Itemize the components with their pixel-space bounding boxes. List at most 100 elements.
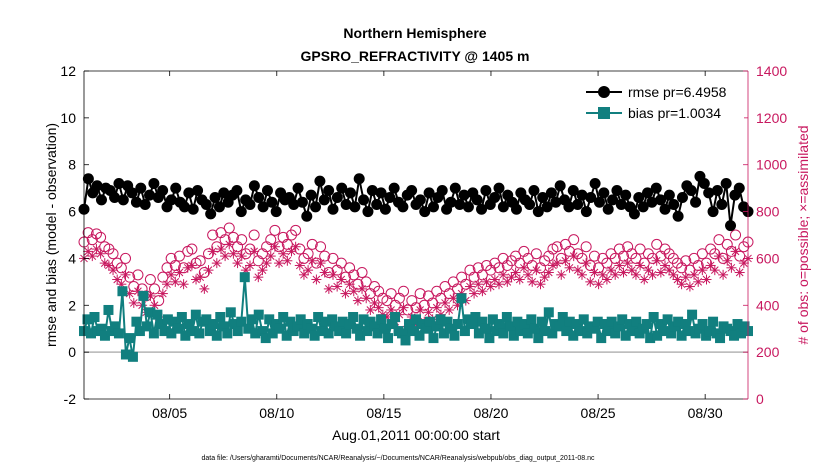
bias-marker bbox=[438, 328, 449, 339]
bias-marker bbox=[103, 304, 114, 315]
bias-marker bbox=[697, 319, 708, 330]
bias-marker bbox=[487, 314, 498, 325]
bias-marker bbox=[187, 326, 198, 337]
bias-marker bbox=[533, 333, 544, 344]
rmse-marker bbox=[157, 184, 169, 196]
rmse-marker bbox=[117, 194, 129, 206]
rmse-marker bbox=[720, 177, 732, 189]
rmse-marker bbox=[244, 199, 256, 211]
rmse-marker bbox=[725, 220, 737, 232]
possible-obs-marker bbox=[584, 259, 596, 271]
rmse-marker bbox=[711, 184, 723, 196]
bias-marker bbox=[358, 314, 369, 325]
rmse-marker bbox=[602, 203, 614, 215]
rmse-marker bbox=[685, 184, 697, 196]
y2-axis-label: # of obs: o=possible; ×=assimilated bbox=[795, 125, 811, 344]
possible-obs-marker bbox=[248, 229, 260, 241]
rmse-marker bbox=[371, 199, 383, 211]
bias-marker bbox=[505, 321, 516, 332]
bias-marker bbox=[152, 309, 163, 320]
bias-marker bbox=[99, 330, 110, 341]
assimilated-obs-marker bbox=[680, 272, 691, 283]
possible-obs-marker bbox=[647, 252, 659, 264]
x-tick-label: 08/20 bbox=[473, 405, 508, 421]
bias-marker bbox=[173, 323, 184, 334]
bias-marker bbox=[278, 312, 289, 322]
rmse-marker bbox=[183, 187, 195, 199]
bias-marker bbox=[571, 319, 582, 330]
bias-marker bbox=[508, 330, 519, 341]
assimilated-obs-marker bbox=[245, 260, 255, 271]
assimilated-obs-marker bbox=[718, 269, 729, 280]
rmse-marker bbox=[340, 199, 352, 211]
possible-obs-marker bbox=[86, 234, 98, 246]
assimilated-obs-marker bbox=[195, 272, 206, 283]
assimilated-obs-marker bbox=[336, 274, 347, 285]
rmse-marker bbox=[637, 201, 649, 213]
assimilated-obs-marker bbox=[294, 260, 305, 271]
possible-obs-marker bbox=[360, 276, 372, 288]
bias-marker bbox=[348, 312, 359, 322]
x-axis-label: Aug.01,2011 00:00:00 start bbox=[332, 427, 500, 443]
rmse-marker bbox=[310, 201, 322, 213]
possible-obs-marker bbox=[618, 250, 629, 262]
assimilated-obs-marker bbox=[207, 246, 218, 257]
possible-obs-marker bbox=[680, 255, 692, 267]
assimilated-obs-marker bbox=[560, 255, 571, 266]
bias-marker bbox=[208, 319, 219, 330]
rmse-marker bbox=[305, 189, 317, 201]
bias-marker bbox=[127, 351, 138, 362]
possible-obs-marker bbox=[696, 248, 708, 260]
bias-marker bbox=[557, 312, 568, 322]
assimilated-obs-marker bbox=[726, 262, 737, 273]
assimilated-obs-marker bbox=[581, 258, 592, 269]
possible-obs-marker bbox=[281, 238, 293, 250]
bias-marker bbox=[236, 316, 247, 327]
rmse-marker bbox=[550, 196, 562, 208]
possible-obs-marker bbox=[609, 252, 621, 264]
assimilated-obs-marker bbox=[684, 281, 695, 292]
rmse-marker bbox=[388, 182, 400, 194]
y2-tick-label: 1000 bbox=[756, 157, 787, 173]
bias-marker bbox=[736, 328, 747, 339]
rmse-marker bbox=[231, 184, 243, 196]
assimilated-obs-marker bbox=[589, 267, 600, 278]
assimilated-obs-marker bbox=[282, 255, 293, 266]
assimilated-obs-marker bbox=[701, 274, 712, 285]
bias-marker bbox=[299, 328, 310, 339]
rmse-marker bbox=[445, 196, 457, 208]
assimilated-obs-marker bbox=[423, 307, 434, 318]
y2-tick-label: 1200 bbox=[756, 110, 787, 126]
y-tick-label: 8 bbox=[68, 157, 76, 173]
bias-marker bbox=[379, 323, 390, 334]
possible-obs-marker bbox=[493, 262, 505, 274]
possible-obs-marker bbox=[223, 222, 235, 234]
rmse-marker bbox=[344, 187, 356, 199]
bias-marker bbox=[222, 328, 233, 339]
possible-obs-marker bbox=[132, 269, 144, 281]
assimilated-obs-marker bbox=[319, 267, 330, 278]
assimilated-obs-marker bbox=[170, 276, 181, 287]
possible-obs-marker bbox=[339, 271, 351, 283]
assimilated-obs-marker bbox=[352, 295, 363, 306]
possible-obs-marker bbox=[356, 266, 368, 278]
rmse-marker bbox=[642, 187, 654, 199]
possible-obs-marker bbox=[294, 243, 306, 255]
rmse-marker bbox=[510, 203, 522, 215]
bias-marker bbox=[540, 326, 551, 337]
rmse-marker bbox=[668, 199, 680, 211]
possible-obs-marker bbox=[144, 274, 156, 286]
possible-obs-marker bbox=[227, 231, 239, 243]
assimilated-obs-marker bbox=[510, 267, 521, 278]
assimilated-obs-marker bbox=[290, 241, 301, 252]
rmse-marker bbox=[82, 173, 94, 185]
bias-marker bbox=[250, 328, 261, 339]
bias-marker bbox=[362, 326, 373, 337]
bias-marker bbox=[180, 330, 191, 341]
assimilated-obs-marker bbox=[315, 258, 326, 269]
rmse-marker bbox=[366, 184, 378, 196]
bias-marker bbox=[376, 314, 387, 325]
rmse-marker bbox=[676, 192, 688, 204]
bias-marker bbox=[662, 314, 673, 325]
rmse-marker bbox=[436, 184, 448, 196]
